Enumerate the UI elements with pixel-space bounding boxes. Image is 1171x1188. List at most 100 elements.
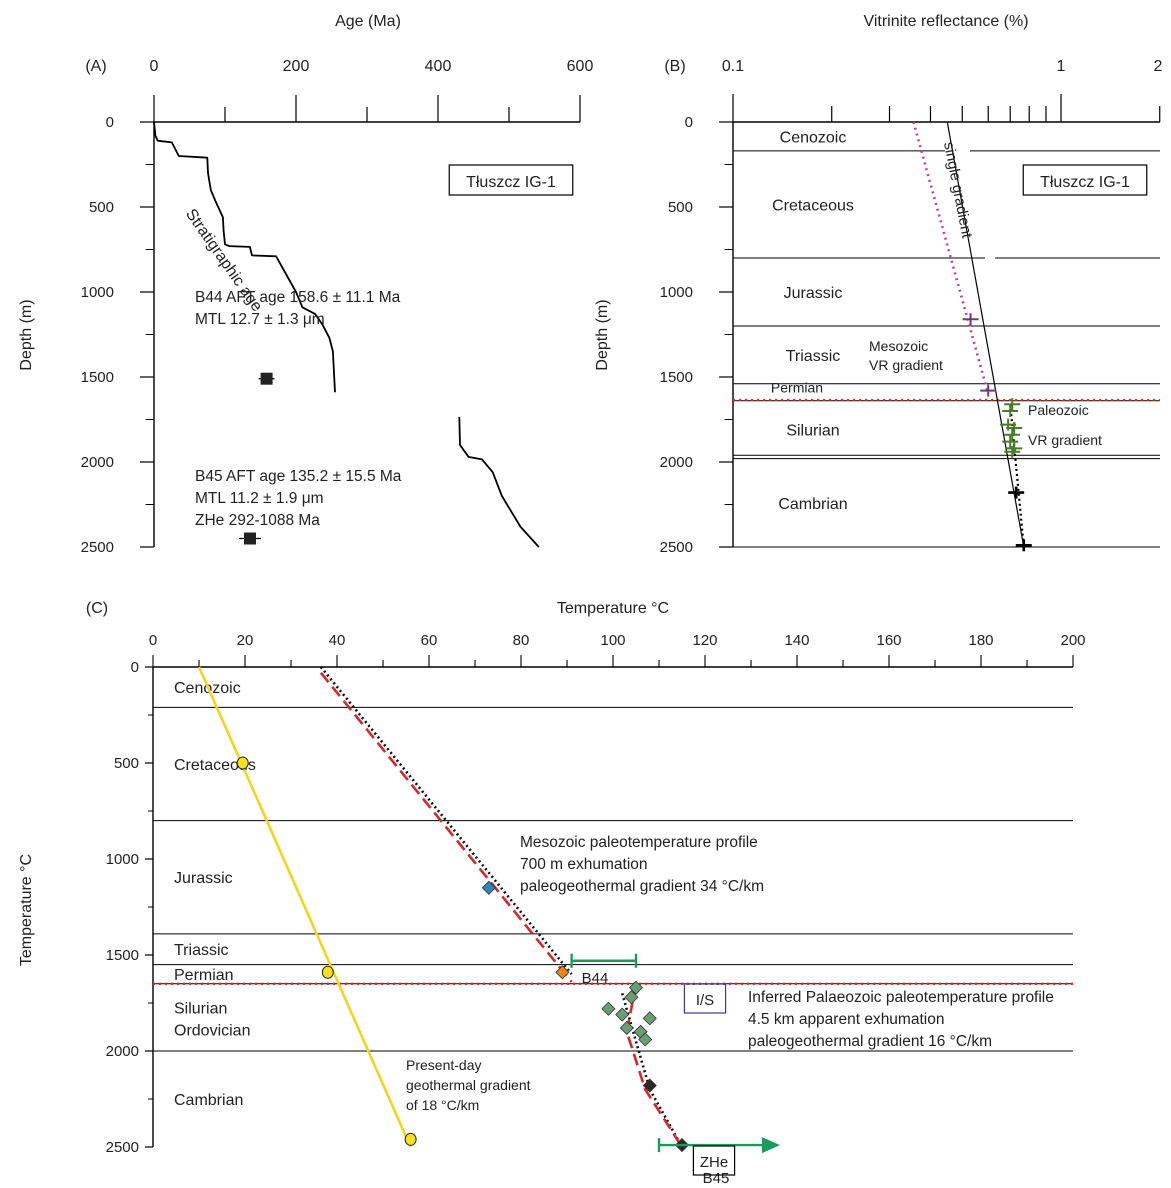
panel-c-y-axis-title: Temperature °C <box>18 854 35 966</box>
panel-b-strat-label-2: Jurassic <box>784 285 843 302</box>
panel-a-y-tick-label-0: 0 <box>106 114 114 131</box>
panel-c-y-tick-label-0: 0 <box>131 659 139 676</box>
panel-c-mesozoic-label-3: paleogeothermal gradient 34 °C/km <box>520 878 764 895</box>
panel-c-present-day-point-1 <box>321 965 334 979</box>
panel-b: 0.1 1 2 Vitrinite reflectance (%) (B) 0 500 100… <box>594 13 1163 556</box>
panel-a-x-axis-title: Age (Ma) <box>335 13 401 30</box>
panel-c-paleozoic-red-line <box>625 983 684 1148</box>
panel-c-diamond-0 <box>481 880 496 895</box>
panel-a-y-tick-label-4: 2000 <box>81 454 114 471</box>
panel-c-x-tick-label-6: 120 <box>692 632 717 649</box>
panel-b-mesozoic-label-2: VR gradient <box>869 357 943 373</box>
panel-b-y-tick-label-5: 2500 <box>660 539 693 556</box>
panel-c-label: (C) <box>86 600 108 617</box>
panel-c-diamond-4 <box>601 1001 616 1016</box>
panel-b-y-tick-label-1: 500 <box>668 199 693 216</box>
panel-c-b45-arrow-head <box>762 1137 780 1154</box>
panel-c-diamond-1 <box>555 965 570 980</box>
panel-c-x-tick-label-1: 20 <box>237 632 254 649</box>
panel-a-strat-line-1 <box>458 416 540 548</box>
panel-a-y-tick-label-5: 2500 <box>81 539 114 556</box>
panel-a: 0 200 400 600 Age (Ma) (A) 0 500 1000 1500 2000 250… <box>18 13 593 556</box>
panel-c-diamond-10 <box>642 1078 657 1093</box>
panel-c-zhe-box-text: ZHe <box>700 1154 728 1171</box>
panel-c-y-tick-label-4: 2000 <box>106 1043 139 1060</box>
panel-c-y-tick-label-5: 2500 <box>106 1139 139 1156</box>
panel-c-x-tick-label-10: 200 <box>1060 632 1085 649</box>
panel-b-well-name-box <box>1022 164 1148 196</box>
panel-a-y-axis-title: Depth (m) <box>18 299 35 370</box>
panel-c-x-tick-label-7: 140 <box>784 632 809 649</box>
panel-a-y-tick-label-1: 500 <box>89 199 114 216</box>
panel-b-mesozoic-gradient-line <box>912 121 990 395</box>
panel-c-x-tick-label-4: 80 <box>513 632 530 649</box>
panel-c-present-day-label-1: Present-day <box>406 1057 481 1073</box>
panel-c-diamond-2 <box>628 980 644 995</box>
panel-a-sample-marker-1 <box>243 532 256 545</box>
panel-b-x-axis-title: Vitrinite reflectance (%) <box>863 13 1028 30</box>
panel-c-x-tick-label-3: 60 <box>421 632 438 649</box>
panel-b-single-gradient-label: single gradient <box>940 141 975 241</box>
panel-b-strat-label-0: Cenozoic <box>780 129 847 146</box>
panel-c-strat-label-6: Cambrian <box>174 1092 243 1109</box>
panel-c-strat-label-5: Silurian <box>174 1000 227 1017</box>
panel-c-y-tick-label-1: 500 <box>114 755 139 772</box>
panel-a-b45-mtl: MTL 11.2 ± 1.9 μm <box>195 490 324 507</box>
panel-a-x-tick-label-1: 200 <box>283 58 310 75</box>
panel-c-present-day-point-0 <box>236 756 249 770</box>
panel-c-strat-label-4: Permian <box>174 967 234 984</box>
panel-c-present-day-label-2: geothermal gradient <box>406 1077 531 1093</box>
panel-c-x-tick-label-0: 0 <box>149 632 157 649</box>
panel-a-b44-mtl: MTL 12.7 ± 1.3 μm <box>195 311 325 328</box>
panel-c-is-box-text: I/S <box>696 992 714 1009</box>
panel-b-strat-label-5: Silurian <box>786 423 839 440</box>
panel-a-well-name-box-text: Tłuszcz IG-1 <box>466 174 556 191</box>
panel-a-x-tick-label-2: 400 <box>425 58 452 75</box>
panel-c-y-tick-label-2: 1000 <box>106 851 139 868</box>
panel-b-label: (B) <box>664 58 685 75</box>
panel-b-y-tick-label-4: 2000 <box>660 454 693 471</box>
panel-c-diamond-6 <box>642 1011 657 1026</box>
panel-c-mesozoic-dotted-line <box>319 666 573 976</box>
panel-b-strat-label-1: Cretaceous <box>772 197 854 214</box>
panel-c-paleozoic-label-2: 4.5 km apparent exhumation <box>748 1011 944 1028</box>
panel-c-paleozoic-label-1: Inferred Palaeozoic paleotemperature pro… <box>748 989 1054 1006</box>
panel-b-y-tick-label-2: 1000 <box>660 284 693 301</box>
panel-a-b45-zhe: ZHe 292-1088 Ma <box>195 512 320 529</box>
panel-b-mesozoic-label-1: Mesozoic <box>869 338 928 354</box>
panel-c-mesozoic-red-line <box>319 671 573 983</box>
panel-c-diamond-7 <box>619 1020 634 1036</box>
panel-b-well-name-box-text: Tłuszcz IG-1 <box>1040 174 1130 191</box>
panel-b-y-axis-title: Depth (m) <box>594 299 611 370</box>
panel-c-strat-label-5-b: Ordovician <box>174 1022 250 1039</box>
panel-c-strat-label-3: Triassic <box>174 942 229 959</box>
panel-b-strat-label-6: Cambrian <box>778 496 847 513</box>
panel-a-y-tick-label-3: 1500 <box>81 369 114 386</box>
panel-c-x-tick-label-5: 100 <box>600 632 625 649</box>
panel-c-diamond-5 <box>615 1007 630 1022</box>
panel-a-strat-line-0 <box>153 121 336 393</box>
panel-a-sample-marker-0 <box>260 372 273 385</box>
panel-c-mesozoic-label-1: Mesozoic paleotemperature profile <box>520 834 758 851</box>
panel-c-mesozoic-label-2: 700 m exhumation <box>520 856 648 873</box>
panel-c-strat-label-2: Jurassic <box>174 870 233 887</box>
panel-b-x-tick-label-0: 0.1 <box>722 58 744 75</box>
panel-a-x-tick-label-3: 600 <box>567 58 594 75</box>
panel-c-x-tick-label-2: 40 <box>329 632 346 649</box>
panel-b-paleozoic-label-2: VR gradient <box>1028 432 1102 448</box>
panel-b-strat-label-4: Permian <box>771 379 823 395</box>
panel-c-x-tick-label-9: 180 <box>968 632 993 649</box>
panel-b-strat-label-3: Triassic <box>786 348 841 365</box>
panel-c-present-day-label-3: of 18 °C/km <box>406 1097 479 1113</box>
panel-c-y-tick-label-3: 1500 <box>106 947 139 964</box>
panel-b-paleozoic-gradient-line <box>1009 404 1025 548</box>
panel-a-y-tick-label-2: 1000 <box>81 284 114 301</box>
panel-c-strat-label-1: Cretaceous <box>174 757 256 774</box>
panel-c-present-day-point-2 <box>404 1132 417 1146</box>
panel-c-present-day-line <box>197 666 412 1148</box>
panel-b-single-gradient-line <box>946 121 1025 548</box>
panel-b-y-tick-label-3: 1500 <box>660 369 693 386</box>
panel-a-label: (A) <box>85 58 106 75</box>
panel-c-x-tick-label-8: 160 <box>876 632 901 649</box>
